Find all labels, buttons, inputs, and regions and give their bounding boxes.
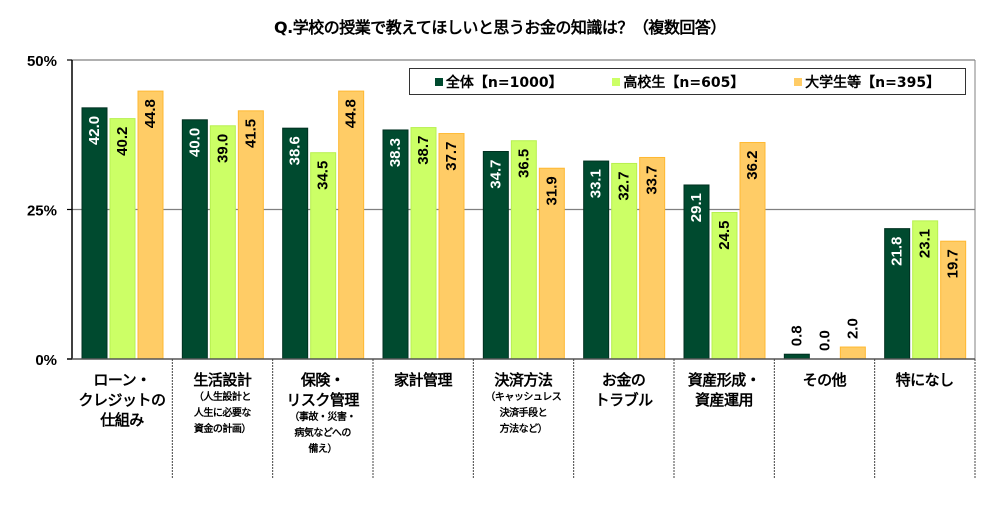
- value-label: 31.9: [543, 176, 560, 205]
- value-label: 0.8: [788, 325, 805, 346]
- value-label: 38.3: [387, 138, 404, 167]
- value-label: 44.8: [142, 99, 159, 128]
- value-label: 33.7: [644, 165, 661, 194]
- category-main-text: 生活設計: [193, 371, 252, 389]
- legend-swatch-university: [794, 77, 803, 86]
- bar: [639, 156, 666, 360]
- category-main-text: その他: [802, 371, 847, 389]
- category-main-text: トラブル: [594, 391, 654, 409]
- category-sub-text: （キャッシュレス: [485, 392, 562, 403]
- chart-title: Q.学校の授業で教えてほしいと思うお金の知識は？（複数回答）: [274, 18, 726, 37]
- legend-item-highschool: 高校生【n=605】: [612, 72, 744, 92]
- x-category-label: 決済方法 （キャッシュレス 決済手段と方法など）: [473, 370, 573, 438]
- value-label: 29.1: [688, 193, 705, 222]
- axis-layer: 0% 25% 50%: [27, 53, 976, 478]
- category-main-text: 保険・: [300, 371, 345, 389]
- value-label: 40.2: [114, 127, 131, 156]
- bar: [81, 107, 108, 360]
- value-label: 41.5: [242, 119, 259, 148]
- value-label: 34.5: [315, 161, 332, 190]
- category-main-text: クレジットの: [78, 391, 166, 409]
- category-main-text: 特になし: [895, 371, 955, 389]
- x-category-label: 資産形成・ 資産運用: [674, 370, 774, 410]
- value-label: 37.7: [443, 142, 460, 171]
- category-sub-text: 資金の計画）: [193, 424, 252, 435]
- legend-swatch-highschool: [612, 77, 621, 86]
- category-sub-text: 方法など）: [499, 424, 548, 435]
- value-label: 34.7: [487, 159, 504, 188]
- bar: [410, 127, 437, 360]
- value-label: 0.0: [816, 330, 833, 351]
- x-category-label: その他: [774, 370, 874, 390]
- value-label: 44.8: [343, 99, 360, 128]
- legend: 全体【n=1000】 高校生【n=605】 大学生等【n=395】: [409, 68, 966, 95]
- category-sub-text: 人生に必要な: [193, 408, 252, 419]
- bar: [611, 162, 638, 360]
- bar: [711, 211, 738, 360]
- bar: [438, 133, 465, 360]
- bar: [683, 184, 710, 360]
- category-main-text: 資産形成・: [687, 371, 761, 389]
- legend-item-university: 大学生等【n=395】: [794, 72, 940, 92]
- value-label: 2.0: [844, 318, 861, 339]
- x-category-label: 保険・リスク管理 （事故・災害・ 病気などへの 備え）: [273, 370, 373, 458]
- category-main-text: ローン・: [93, 371, 151, 389]
- value-label: 40.0: [186, 128, 203, 157]
- category-main-text: 資産運用: [694, 391, 754, 409]
- x-category-label: お金の トラブル: [574, 370, 674, 410]
- bar: [912, 220, 939, 360]
- bar: [181, 119, 208, 360]
- value-label: 24.5: [716, 220, 733, 249]
- category-main-text: 決済方法: [494, 371, 553, 389]
- x-category-label: 生活設計 （人生設計と 人生に必要な 資金の計画）: [172, 370, 272, 438]
- value-label: 23.1: [917, 229, 934, 258]
- category-sub-text: （人生設計と: [193, 392, 252, 403]
- bar-layer: [81, 90, 967, 360]
- bar: [538, 167, 565, 360]
- x-category-label: 特になし: [875, 370, 975, 390]
- category-main-text: 仕組み: [100, 411, 144, 429]
- bar: [137, 90, 164, 360]
- category-main-text: お金の: [601, 371, 646, 389]
- bar: [310, 152, 337, 360]
- value-label-layer: 42.0 40.0 38.6 38.3 34.7 33.1 29.1 0.8 21.8 40.2 3…: [86, 99, 962, 351]
- category-sub-text: （事故・災害・: [289, 412, 356, 423]
- value-label: 42.0: [86, 116, 103, 145]
- y-tick-label: 50%: [27, 53, 57, 70]
- bar: [338, 90, 365, 360]
- bar: [209, 125, 236, 360]
- bar: [510, 140, 537, 360]
- value-label: 32.7: [616, 171, 633, 200]
- legend-label-university: 大学生等【n=395】: [805, 74, 941, 91]
- value-label: 33.1: [588, 169, 605, 198]
- x-category-label: 家計管理: [373, 370, 473, 390]
- category-sub-text: 決済手段と: [499, 408, 548, 419]
- legend-label-total: 全体【n=1000】: [445, 74, 563, 91]
- value-label: 38.6: [287, 136, 304, 165]
- y-tick-label: 0%: [35, 352, 57, 369]
- bar: [839, 346, 866, 360]
- legend-item-total: 全体【n=1000】: [434, 72, 563, 92]
- legend-swatch-total: [434, 77, 443, 86]
- value-label: 21.8: [889, 237, 906, 266]
- bar: [739, 142, 766, 360]
- legend-label-highschool: 高校生【n=605】: [623, 74, 745, 91]
- value-label: 36.2: [744, 151, 761, 180]
- category-sub-text: 備え）: [308, 444, 337, 455]
- value-label: 36.5: [515, 149, 532, 178]
- value-label: 19.7: [945, 249, 962, 278]
- y-tick-label: 25%: [27, 203, 57, 220]
- category-main-text: 家計管理: [393, 371, 453, 389]
- value-label: 38.7: [415, 136, 432, 165]
- category-sub-text: 病気などへの: [294, 428, 351, 439]
- value-label: 39.0: [214, 134, 231, 163]
- x-category-label: ローン・クレジットの 仕組み: [72, 370, 172, 430]
- category-main-text: リスク管理: [286, 391, 359, 409]
